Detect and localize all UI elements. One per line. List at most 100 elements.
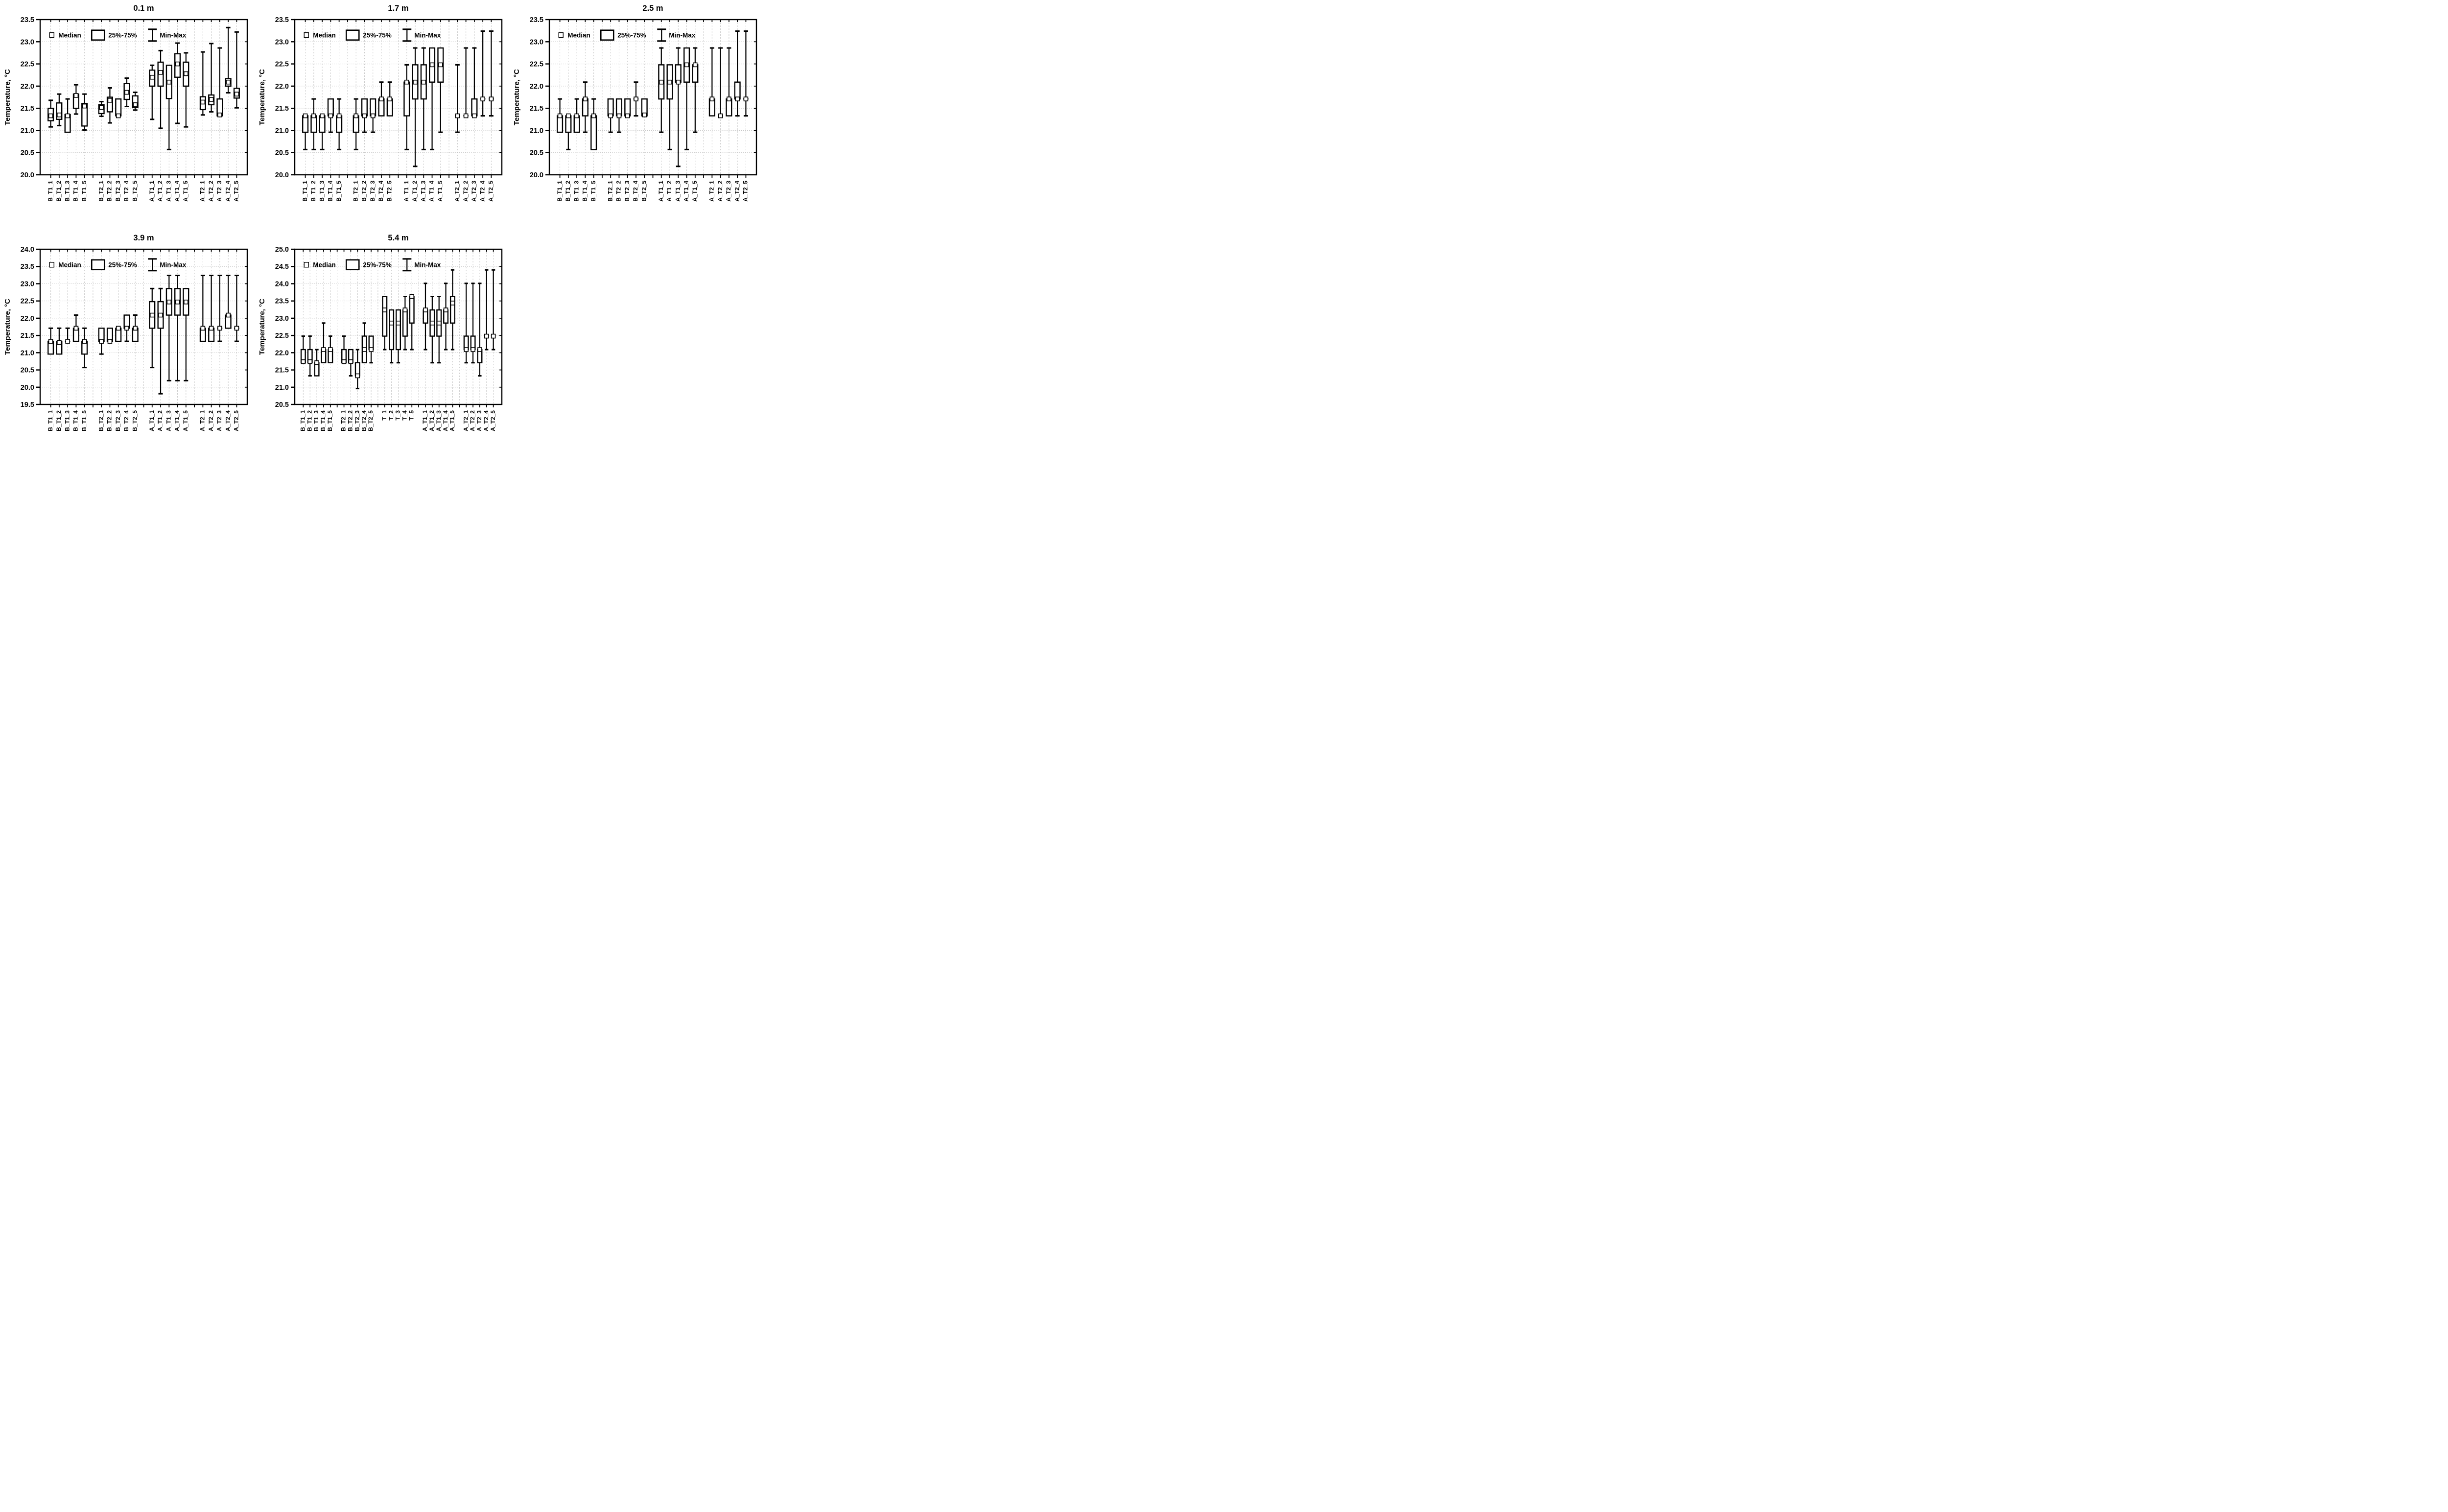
median-marker (303, 113, 308, 118)
legend-median-label: Median (58, 261, 81, 269)
box-plot (484, 269, 489, 351)
x-tick-label: A_T1_2 (157, 410, 164, 431)
box-plot (382, 296, 388, 351)
x-tick-label: A_T2_4 (733, 181, 740, 202)
box-plot (666, 64, 673, 150)
x-tick-label: A_T1_5 (182, 410, 189, 431)
x-tick-label: A_T2_5 (233, 410, 240, 431)
y-tick-label: 24.0 (275, 280, 289, 288)
chart-cell-1.7m: 20.0 20.5 21.0 21.5 22.0 22.5 23.0 23.5 Median 25… (255, 0, 509, 230)
x-tick-label: A_T1_1 (422, 410, 428, 431)
x-tick-label: B_T2_1 (340, 410, 347, 431)
median-marker (57, 340, 62, 345)
iqr-box (396, 309, 401, 351)
box-plot (64, 98, 71, 133)
x-tick-label: A_T2_4 (224, 181, 231, 202)
x-tick-label: B_T2_1 (97, 410, 104, 431)
x-tick-label: A_T1_2 (428, 410, 435, 431)
median-marker (301, 359, 306, 364)
y-tick-label: 20.5 (275, 149, 289, 157)
x-tick-label: B_T2_4 (123, 181, 130, 202)
x-tick-label: B_T1_2 (565, 181, 571, 202)
box-plot (386, 81, 393, 117)
box-plot (199, 275, 206, 342)
median-marker (436, 320, 442, 326)
y-tick-label: 24.5 (275, 263, 289, 271)
iqr-box (389, 309, 395, 351)
box-plot (302, 113, 309, 150)
chart-cell-3.9m: 19.5 20.0 20.5 21.0 21.5 22.0 22.5 23.0 23.5 24.0… (0, 230, 255, 459)
median-marker (209, 326, 214, 331)
legend-median-symbol (49, 261, 54, 268)
boxplot-chart-0.1m: 20.0 20.5 21.0 21.5 22.0 22.5 23.0 23.5 Median 25… (3, 4, 248, 202)
x-tick-label: A_T1_4 (428, 181, 435, 202)
iqr-box (132, 95, 139, 108)
iqr-box (327, 98, 334, 117)
y-tick-label: 24.0 (21, 246, 34, 254)
box-plot (157, 287, 164, 395)
box-plot (336, 98, 343, 150)
x-tick-label: A_T2_5 (742, 181, 749, 202)
box-plot (174, 42, 181, 124)
median-marker (634, 96, 638, 101)
median-marker (491, 333, 496, 339)
iqr-box (692, 64, 699, 83)
iqr-box (708, 98, 715, 117)
median-marker (735, 96, 740, 101)
legend-iqr-label: 25%-75% (108, 32, 137, 39)
legend-iqr-label: 25%-75% (617, 32, 646, 39)
x-tick-label: B_T1_4 (582, 181, 588, 202)
box-plot (368, 335, 374, 364)
y-tick-label: 23.5 (275, 16, 289, 24)
iqr-box (449, 296, 455, 324)
iqr-box (573, 115, 580, 133)
x-tick-label: A_T2_3 (216, 410, 223, 431)
iqr-box (615, 98, 622, 117)
median-marker (379, 96, 384, 101)
median-marker (234, 92, 239, 96)
box-plot (72, 84, 79, 115)
legend-median-label: Median (313, 261, 336, 269)
box-plot (471, 47, 478, 118)
median-marker (166, 299, 172, 305)
median-marker (438, 62, 443, 68)
x-tick-label: A_T2_1 (199, 410, 206, 431)
box-plot (361, 98, 368, 133)
chart-title: 1.7 m (388, 4, 408, 13)
iqr-box (402, 309, 408, 337)
x-tick-label: B_T2_2 (615, 181, 622, 202)
x-tick-label: B_T1_1 (302, 181, 308, 202)
box-plot (234, 275, 239, 342)
y-tick-label: 21.5 (21, 332, 34, 340)
box-plot (423, 283, 428, 351)
median-marker (591, 113, 596, 118)
median-marker (149, 312, 155, 318)
box-series (557, 30, 749, 167)
median-marker (709, 96, 715, 101)
box-plot (633, 81, 639, 117)
iqr-box (726, 98, 732, 117)
x-tick-label: B_T2_4 (360, 410, 367, 431)
box-plot (123, 77, 130, 108)
x-tick-label: A_T1_1 (403, 181, 410, 202)
box-plot (65, 327, 71, 344)
median-marker (608, 113, 613, 118)
y-axis-label: Temperature, °C (513, 69, 521, 125)
median-marker (574, 113, 579, 118)
box-plot (106, 328, 113, 344)
box-plot (420, 47, 427, 150)
box-plot (81, 327, 88, 369)
iqr-box (386, 98, 393, 117)
box-plot (115, 98, 122, 118)
iqr-box (471, 98, 478, 117)
median-marker (743, 96, 749, 101)
y-axis-label: Temperature, °C (258, 299, 266, 355)
legend-minmax-label: Min-Max (414, 32, 441, 39)
legend-median-label: Median (313, 32, 336, 39)
box-plot (480, 30, 486, 117)
y-tick-label: 21.0 (275, 127, 289, 135)
legend: Median 25%-75% Min-Max (304, 258, 441, 272)
box-plot (389, 309, 395, 364)
legend-minmax-label: Min-Max (160, 261, 186, 269)
x-tick-label: A_T1_3 (165, 181, 172, 202)
